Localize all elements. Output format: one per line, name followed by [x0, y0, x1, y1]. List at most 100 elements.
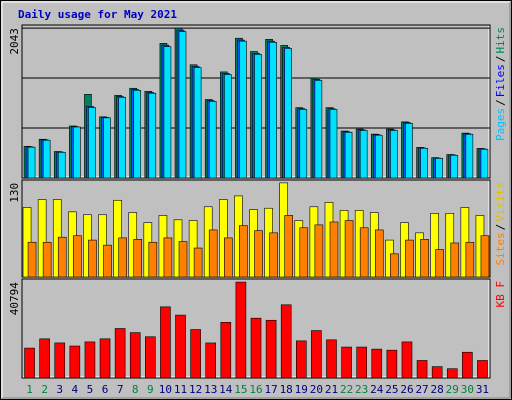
bar: [269, 232, 278, 278]
x-tick-label: 6: [102, 383, 109, 396]
x-tick-label: 30: [461, 383, 474, 396]
x-tick-label: 22: [340, 383, 353, 396]
bar: [103, 244, 112, 278]
legend: Sites/ Visits: [494, 182, 507, 266]
x-tick-label: 15: [234, 383, 247, 396]
bar: [178, 31, 187, 179]
bar: [341, 346, 352, 379]
bar: [356, 346, 367, 379]
bar: [450, 154, 459, 179]
bar: [435, 249, 444, 278]
bar: [269, 41, 277, 179]
bar: [163, 46, 172, 179]
bar: [477, 360, 488, 379]
bar: [371, 348, 383, 379]
bar: [239, 40, 247, 179]
legend: KB F: [494, 281, 507, 308]
bar: [254, 54, 262, 179]
bar: [24, 347, 35, 379]
legend: Pages/Files/Hits: [494, 27, 507, 141]
legend-entry: Visits: [494, 182, 507, 222]
x-tick-label: 27: [415, 383, 428, 396]
x-tick-label: 20: [310, 383, 323, 396]
legend-entry: Hits: [494, 27, 507, 54]
x-tick-label: 21: [325, 383, 338, 396]
bar: [57, 152, 66, 179]
bar: [386, 349, 398, 379]
bar: [465, 133, 474, 179]
bar: [250, 317, 262, 379]
bar: [314, 80, 323, 179]
bar: [284, 215, 293, 278]
bar: [280, 304, 292, 379]
x-tick-label: 26: [400, 383, 413, 396]
bar: [446, 368, 458, 379]
bar: [299, 109, 308, 179]
bar: [118, 237, 127, 278]
bar: [344, 132, 353, 179]
bar: [42, 241, 52, 278]
legend-separator: /: [494, 224, 507, 231]
bar: [329, 221, 339, 278]
x-tick-label: 11: [174, 383, 187, 396]
bar: [326, 339, 337, 379]
bar: [133, 239, 143, 278]
bar: [284, 48, 292, 179]
bar: [57, 236, 67, 278]
x-tick-label: 25: [385, 383, 398, 396]
bar: [69, 345, 81, 379]
x-tick-label: 29: [446, 383, 459, 396]
bar: [178, 241, 188, 278]
bar: [145, 336, 156, 379]
bar: [73, 126, 81, 179]
x-tick-label: 18: [280, 383, 293, 396]
bar: [390, 253, 399, 278]
x-tick-label: 31: [476, 383, 489, 396]
bar: [175, 314, 186, 379]
bar: [329, 109, 338, 179]
x-tick-label: 23: [355, 383, 368, 396]
bar: [99, 338, 111, 379]
x-tick-label: 19: [295, 383, 308, 396]
bar: [235, 281, 247, 379]
x-tick-label: 10: [159, 383, 172, 396]
x-tick-label: 8: [132, 383, 139, 396]
bar: [344, 220, 354, 278]
bar: [84, 341, 96, 379]
legend-separator: /: [494, 99, 507, 106]
y-tick-label: 40794: [8, 282, 21, 315]
bar: [118, 96, 126, 179]
x-tick-label: 1: [26, 383, 33, 396]
bar: [27, 241, 37, 278]
bar: [299, 227, 309, 278]
bar: [133, 90, 142, 179]
bar: [148, 241, 158, 278]
legend-separator: /: [494, 56, 507, 63]
bar: [73, 235, 82, 278]
bar: [465, 241, 475, 278]
x-tick-label: 14: [219, 383, 233, 396]
x-tick-label: 3: [56, 383, 63, 396]
y-tick-label: 130: [8, 183, 21, 203]
bar: [405, 239, 414, 278]
bar: [311, 330, 322, 379]
bar: [416, 360, 428, 379]
bar: [374, 134, 383, 179]
bar: [254, 230, 263, 278]
bar: [430, 212, 439, 278]
bar: [42, 139, 51, 179]
bar: [160, 306, 171, 379]
bar: [114, 328, 126, 379]
bar: [480, 148, 489, 179]
bar: [462, 351, 473, 379]
bar: [148, 92, 157, 179]
bar: [265, 319, 277, 379]
bar: [190, 329, 201, 379]
legend-entry: Sites: [494, 232, 507, 265]
bar: [314, 224, 324, 278]
bar: [295, 340, 307, 379]
bar: [431, 366, 443, 379]
x-tick-label: 24: [370, 383, 384, 396]
bar: [359, 130, 368, 179]
bar: [401, 341, 413, 379]
